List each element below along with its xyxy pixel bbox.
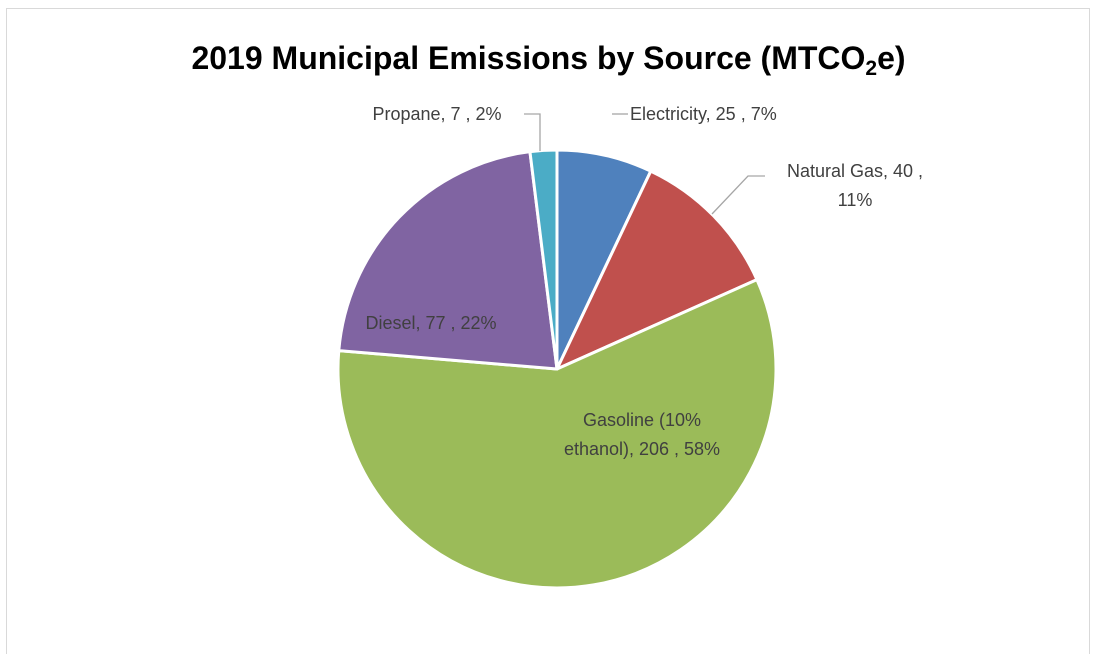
leader-line-propane: [524, 113, 541, 151]
data-label-line: 11%: [838, 190, 873, 210]
leader-line-natural-gas: [711, 175, 765, 215]
data-label-line: Electricity, 25 , 7%: [630, 104, 777, 124]
pie-slice-diesel: [337, 150, 559, 371]
data-label-gasoline-10-ethanol: Gasoline (10% ethanol), 206 , 58%: [564, 410, 720, 459]
chart-title: 2019 Municipal Emissions by Source (MTCO…: [0, 40, 1097, 80]
data-label-line: Diesel, 77 , 22%: [365, 313, 496, 333]
data-label-electricity: Electricity, 25 , 7%: [630, 104, 777, 124]
data-label-line: ethanol), 206 , 58%: [564, 439, 720, 459]
data-label-diesel: Diesel, 77 , 22%: [365, 313, 496, 333]
data-label-line: Natural Gas, 40 ,: [787, 161, 923, 181]
data-label-propane: Propane, 7 , 2%: [372, 104, 501, 124]
chart-title-end: e): [877, 40, 906, 76]
pie-slice-gasoline-10-ethanol: [336, 278, 778, 590]
data-label-line: Gasoline (10%: [583, 410, 701, 430]
pie-slice-natural-gas: [555, 169, 759, 371]
data-label-natural-gas: Natural Gas, 40 , 11%: [787, 161, 923, 210]
pie-slice-propane: [528, 148, 559, 371]
chart-title-subscript: 2: [865, 57, 878, 80]
chart-title-main: 2019 Municipal Emissions by Source (MTCO: [191, 40, 866, 76]
data-label-line: Propane, 7 , 2%: [372, 104, 501, 124]
